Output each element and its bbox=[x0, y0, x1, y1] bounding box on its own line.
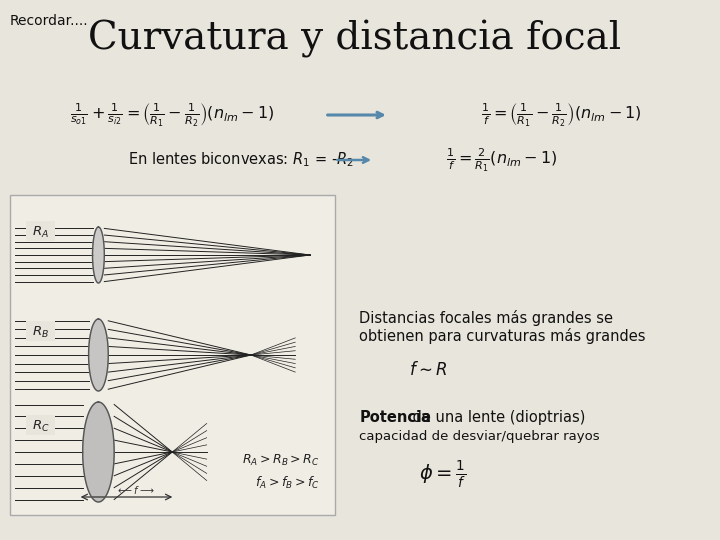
Text: obtienen para curvaturas más grandes: obtienen para curvaturas más grandes bbox=[359, 328, 646, 344]
Text: Distancias focales más grandes se: Distancias focales más grandes se bbox=[359, 310, 613, 326]
FancyBboxPatch shape bbox=[26, 221, 55, 241]
FancyBboxPatch shape bbox=[26, 415, 55, 435]
Text: $f_A > f_B{>}f_C$: $f_A > f_B{>}f_C$ bbox=[255, 475, 320, 491]
FancyBboxPatch shape bbox=[26, 321, 55, 341]
Text: $R_A > R_B{>}R_C$: $R_A > R_B{>}R_C$ bbox=[243, 453, 320, 468]
Text: $\frac{1}{f} = \frac{2}{R_1}(n_{lm} - 1)$: $\frac{1}{f} = \frac{2}{R_1}(n_{lm} - 1)… bbox=[446, 146, 558, 174]
Text: $R_C$: $R_C$ bbox=[32, 418, 49, 434]
Text: $\phi = \frac{1}{f}$: $\phi = \frac{1}{f}$ bbox=[419, 460, 467, 490]
Text: Recordar....: Recordar.... bbox=[10, 14, 89, 28]
Text: de una lente (dioptrias): de una lente (dioptrias) bbox=[408, 410, 585, 425]
Text: En lentes biconvexas: $R_1$ = -$R_2$: En lentes biconvexas: $R_1$ = -$R_2$ bbox=[128, 151, 354, 170]
Text: capacidad de desviar/quebrar rayos: capacidad de desviar/quebrar rayos bbox=[359, 430, 600, 443]
Text: $f{\sim}R$: $f{\sim}R$ bbox=[409, 361, 447, 379]
Text: $\longleftarrow f \longrightarrow$: $\longleftarrow f \longrightarrow$ bbox=[116, 484, 155, 496]
Text: $\frac{1}{s_{o1}}+\frac{1}{s_{i2}} = \left(\frac{1}{R_1} - \frac{1}{R_2}\right)(: $\frac{1}{s_{o1}}+\frac{1}{s_{i2}} = \le… bbox=[70, 101, 274, 129]
Text: Curvatura y distancia focal: Curvatura y distancia focal bbox=[88, 20, 621, 58]
Text: $R_B$: $R_B$ bbox=[32, 325, 49, 340]
Text: $\frac{1}{f} = \left(\frac{1}{R_1} - \frac{1}{R_2}\right)(n_{lm} - 1)$: $\frac{1}{f} = \left(\frac{1}{R_1} - \fr… bbox=[480, 101, 642, 129]
Polygon shape bbox=[92, 227, 104, 283]
Bar bbox=[10, 195, 335, 515]
Polygon shape bbox=[83, 402, 114, 502]
Polygon shape bbox=[89, 319, 108, 391]
Text: Potencia: Potencia bbox=[359, 410, 431, 425]
Text: $R_A$: $R_A$ bbox=[32, 225, 49, 240]
